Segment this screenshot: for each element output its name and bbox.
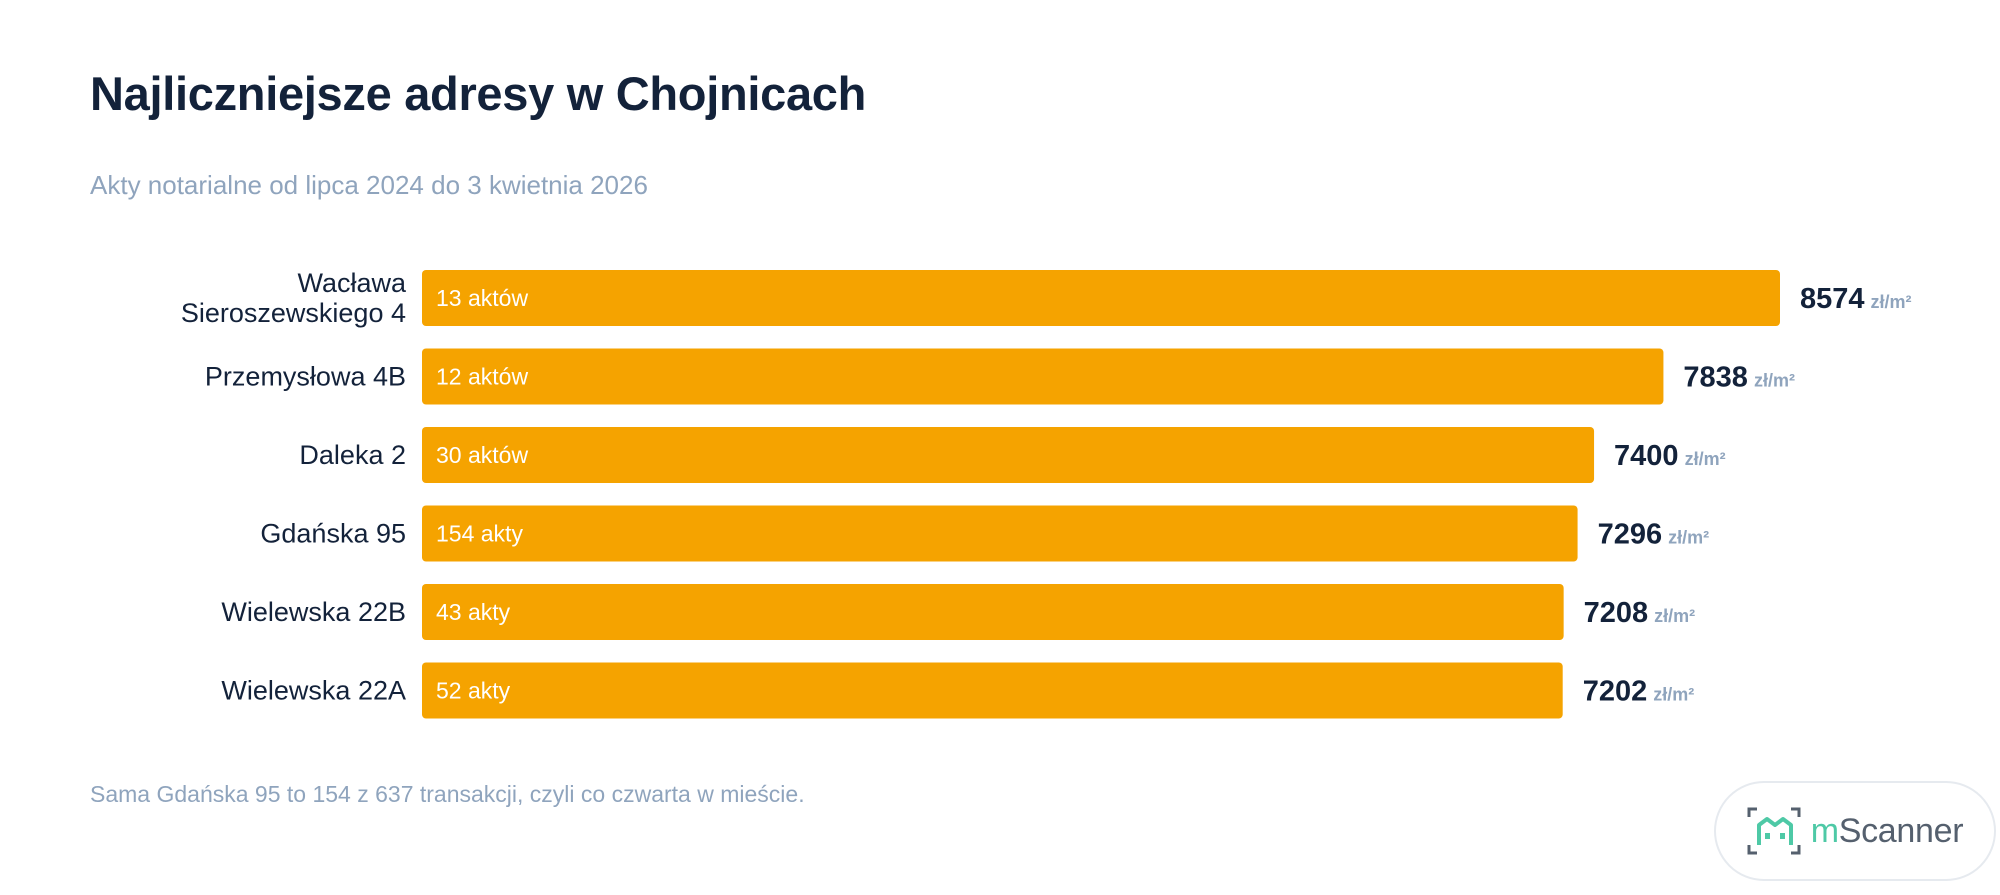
chart-subtitle: Akty notarialne od lipca 2024 do 3 kwiet… — [90, 170, 648, 200]
bar-count-label: 30 aktów — [436, 442, 528, 468]
category-label: Daleka 2 — [299, 440, 406, 470]
category-label: Wacława Sieroszewskiego 4 — [181, 268, 407, 328]
bar-count-label: 13 aktów — [436, 285, 528, 311]
bar-value-label: 7208 zł/m² — [1584, 597, 1696, 629]
bar — [422, 505, 1578, 562]
category-label: Wielewska 22B — [221, 597, 406, 627]
bar — [422, 270, 1780, 326]
bar — [422, 584, 1564, 640]
mscanner-logo-icon — [1747, 807, 1801, 855]
category-label: Przemysłowa 4B — [205, 362, 406, 392]
mscanner-logo: mScanner — [1714, 781, 1996, 881]
bar-value-label: 7296 zł/m² — [1598, 519, 1710, 551]
bar — [422, 348, 1664, 405]
bar — [422, 662, 1563, 719]
chart-title: Najliczniejsze adresy w Chojnicach — [90, 67, 867, 120]
bar-count-label: 12 aktów — [436, 364, 528, 390]
category-label: Gdańska 95 — [260, 519, 406, 549]
bar-value-label: 7838 zł/m² — [1683, 362, 1795, 394]
chart-footnote: Sama Gdańska 95 to 154 z 637 transakcji,… — [90, 781, 805, 807]
bar-count-label: 52 akty — [436, 678, 511, 704]
bar-value-label: 8574 zł/m² — [1800, 283, 1912, 315]
bar-count-label: 154 akty — [436, 521, 523, 547]
mscanner-logo-text: mScanner — [1810, 811, 1964, 850]
bar-value-label: 7202 zł/m² — [1583, 676, 1695, 708]
bar-count-label: 43 akty — [436, 599, 511, 625]
bar-value-label: 7400 zł/m² — [1614, 440, 1726, 472]
bar — [422, 427, 1595, 483]
category-label: Wielewska 22A — [221, 676, 406, 706]
